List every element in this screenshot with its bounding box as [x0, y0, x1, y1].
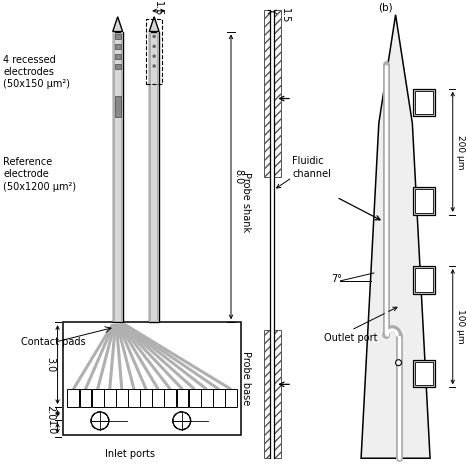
Text: 1.5: 1.5 [153, 1, 163, 16]
Circle shape [152, 45, 156, 48]
Bar [115, 96, 121, 117]
Bar [104, 389, 116, 407]
Bar [128, 389, 140, 407]
Bar [115, 54, 121, 59]
Circle shape [396, 360, 402, 366]
Circle shape [152, 64, 156, 68]
Circle shape [173, 412, 191, 430]
Text: 4 recessed
electrodes
(50x150 μm²): 4 recessed electrodes (50x150 μm²) [3, 55, 70, 89]
Bar [189, 389, 200, 407]
Bar [116, 389, 128, 407]
Circle shape [152, 55, 156, 58]
Bar [115, 64, 121, 69]
Bar [264, 10, 270, 178]
Bar [164, 389, 176, 407]
Bar [415, 268, 433, 292]
Bar [274, 330, 281, 458]
Text: 1.0: 1.0 [46, 420, 55, 435]
Bar [140, 389, 152, 407]
Bar [149, 32, 159, 322]
Polygon shape [361, 15, 430, 458]
Bar [274, 10, 281, 178]
Bar [115, 44, 121, 49]
Polygon shape [113, 17, 123, 32]
Text: Probe base: Probe base [241, 351, 251, 405]
Bar [413, 89, 435, 116]
Text: Contact pads: Contact pads [21, 337, 86, 347]
Text: Reference
electrode
(50x1200 μm²): Reference electrode (50x1200 μm²) [3, 157, 76, 192]
Text: Probe shank: Probe shank [241, 172, 251, 232]
Text: 2.0: 2.0 [46, 405, 55, 421]
Text: 8.0: 8.0 [233, 169, 243, 184]
Bar [63, 322, 241, 435]
Bar [152, 389, 164, 407]
Polygon shape [149, 17, 159, 32]
Bar [225, 389, 237, 407]
Text: Outlet port: Outlet port [324, 333, 377, 343]
Circle shape [91, 412, 109, 430]
Bar [113, 32, 115, 322]
Bar [415, 362, 433, 385]
Text: 3.0: 3.0 [46, 357, 55, 372]
Bar [201, 389, 212, 407]
Circle shape [152, 34, 156, 38]
Bar [415, 91, 433, 114]
Text: 100 μm: 100 μm [456, 309, 465, 343]
Bar [80, 389, 91, 407]
Bar [413, 360, 435, 387]
Bar [177, 389, 188, 407]
Bar [146, 19, 162, 84]
Bar [113, 32, 123, 322]
Bar [149, 32, 151, 322]
Bar [213, 389, 225, 407]
Text: 1.5: 1.5 [280, 8, 290, 23]
Text: (b): (b) [378, 3, 393, 13]
Bar [68, 389, 79, 407]
Bar [264, 330, 270, 458]
Text: Fluidic
channel: Fluidic channel [292, 156, 331, 179]
Bar [413, 187, 435, 215]
Text: 200 μm: 200 μm [456, 135, 465, 169]
Bar [413, 266, 435, 294]
Text: Inlet ports: Inlet ports [104, 449, 155, 459]
Bar [92, 389, 103, 407]
Bar [115, 34, 121, 40]
Bar [415, 189, 433, 213]
Bar [121, 32, 123, 322]
Text: 7°: 7° [331, 274, 343, 284]
Bar [157, 32, 159, 322]
